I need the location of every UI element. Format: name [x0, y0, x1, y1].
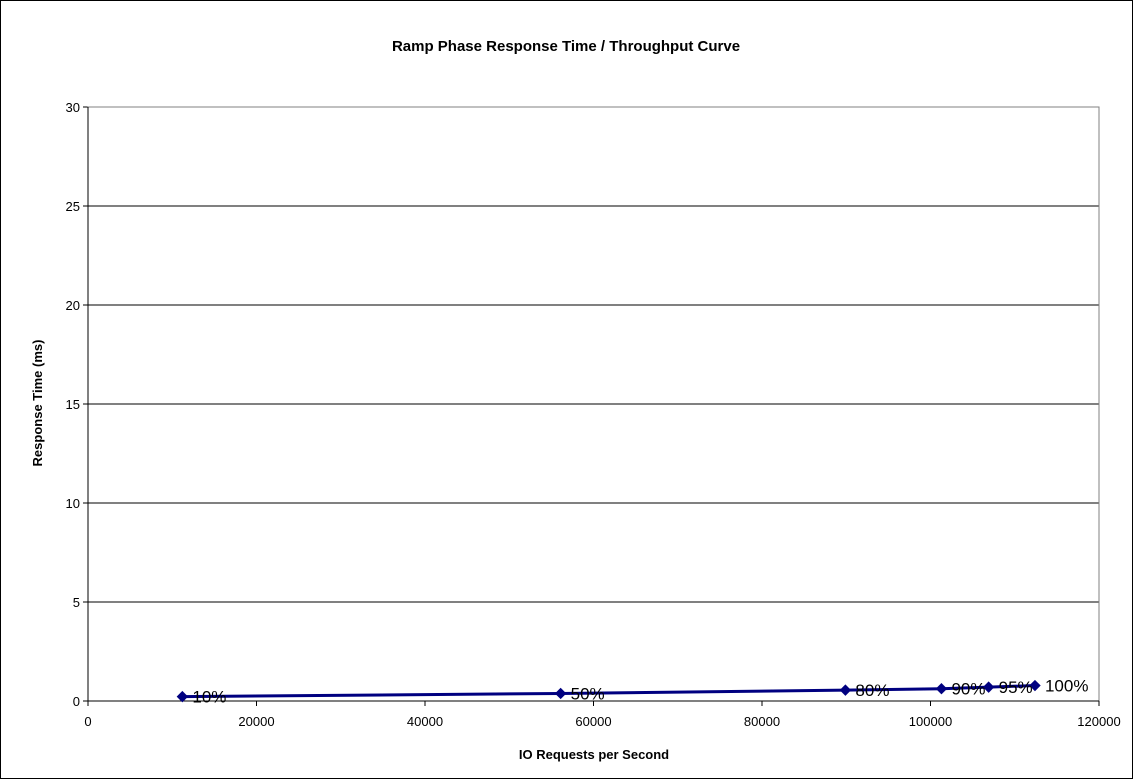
chart-title: Ramp Phase Response Time / Throughput Cu… — [392, 38, 740, 55]
data-point-label: 50% — [571, 684, 605, 703]
x-tick-label: 120000 — [1077, 714, 1120, 729]
data-point-marker — [176, 690, 189, 703]
y-tick-label: 5 — [73, 595, 80, 610]
data-point-marker — [839, 684, 852, 696]
y-tick-label: 20 — [66, 298, 80, 313]
data-point-marker — [1029, 679, 1041, 692]
data-point-marker — [935, 683, 948, 695]
axes — [87, 107, 1100, 706]
x-tick-label: 40000 — [407, 714, 443, 729]
x-tick-labels: 0 20000 40000 60000 80000 100000 120000 — [84, 714, 1120, 729]
x-tick-label: 100000 — [909, 714, 952, 729]
y-tick-label: 15 — [66, 397, 80, 412]
gridlines — [83, 106, 1099, 702]
series-group — [176, 679, 1041, 703]
data-point-label: 95% — [999, 678, 1033, 697]
y-tick-label: 0 — [73, 694, 80, 709]
y-tick-label: 30 — [66, 100, 80, 115]
data-point-marker — [554, 687, 567, 700]
x-tick-label: 80000 — [744, 714, 780, 729]
series-line — [182, 684, 1036, 699]
data-point-marker — [982, 681, 995, 693]
y-tick-label: 25 — [66, 199, 80, 214]
y-tick-labels: 0 5 10 15 20 25 30 — [66, 100, 80, 709]
data-point-label: 100% — [1045, 677, 1088, 696]
x-axis-title: IO Requests per Second — [519, 747, 669, 762]
data-labels: 10% 50% 80% 90% 95% 100% — [192, 677, 1088, 707]
x-tick-label: 60000 — [575, 714, 611, 729]
x-tick-label: 0 — [84, 714, 91, 729]
data-point-label: 80% — [855, 681, 889, 700]
data-point-label: 90% — [951, 680, 985, 699]
y-tick-label: 10 — [66, 496, 80, 511]
y-axis-title: Response Time (ms) — [30, 340, 45, 467]
x-tick-label: 20000 — [238, 714, 274, 729]
data-point-label: 10% — [192, 688, 226, 707]
